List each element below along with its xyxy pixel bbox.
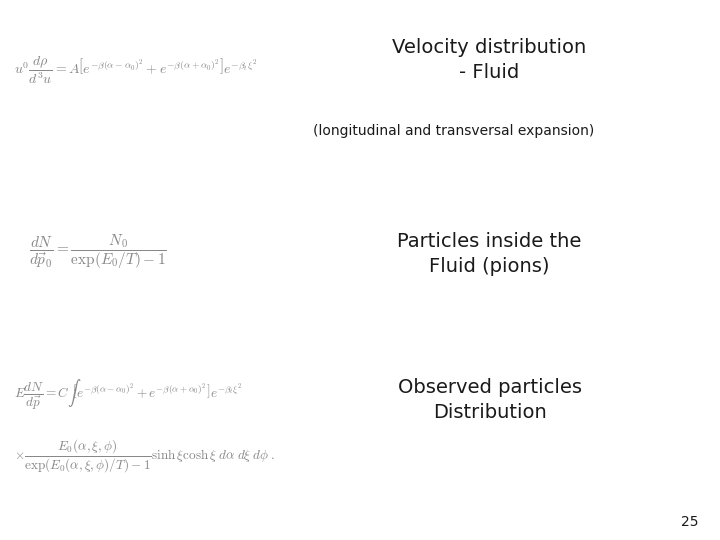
Text: (longitudinal and transversal expansion): (longitudinal and transversal expansion) [313,124,594,138]
Text: $u^0 \dfrac{d\rho}{d^3u} = A\left[e^{-\beta(\alpha-\alpha_0)^2} + e^{-\beta(\alp: $u^0 \dfrac{d\rho}{d^3u} = A\left[e^{-\b… [14,54,258,86]
Text: Observed particles
Distribution: Observed particles Distribution [397,378,582,422]
Text: 25: 25 [681,515,698,529]
Text: Velocity distribution
- Fluid: Velocity distribution - Fluid [392,38,587,82]
Text: $\dfrac{dN}{d\vec{p}_0} = \dfrac{N_0}{\exp(E_0/T)-1}$: $\dfrac{dN}{d\vec{p}_0} = \dfrac{N_0}{\e… [29,232,167,271]
Text: $E\dfrac{dN}{d\vec{p}} = C\int\!\left[e^{-\beta(\alpha-\alpha_0)^2} + e^{-\beta(: $E\dfrac{dN}{d\vec{p}} = C\int\!\left[e^… [14,378,243,412]
Text: Particles inside the
Fluid (pions): Particles inside the Fluid (pions) [397,232,582,276]
Text: $\times\dfrac{E_0(\alpha,\xi,\phi)}{\exp(E_0(\alpha,\xi,\phi)/T)-1}\sinh\xi\cosh: $\times\dfrac{E_0(\alpha,\xi,\phi)}{\exp… [14,437,276,474]
